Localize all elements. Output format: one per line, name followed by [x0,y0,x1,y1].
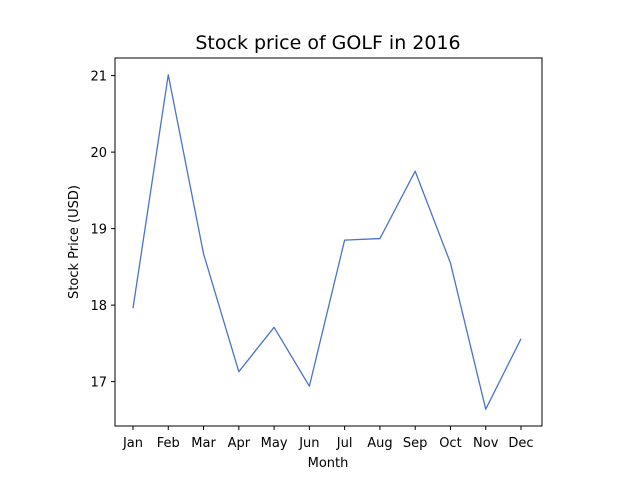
y-tick-label: 20 [90,146,107,161]
x-tick-label: Dec [508,436,533,451]
x-axis-label: Month [308,456,349,471]
y-tick-label: 17 [90,376,107,391]
x-tick-label: Jan [122,436,143,451]
x-tick-label: Aug [367,436,392,451]
y-tick-label: 18 [90,299,107,314]
x-tick-label: Jul [336,436,353,451]
plot-area [114,57,543,427]
x-tick-label: Oct [439,436,461,451]
x-tick-label: Feb [157,436,180,451]
x-axis: Jan Feb Mar Apr May Jun Jul Aug Sep Oct Nov Dec [122,426,534,451]
x-tick-label: Apr [228,436,251,451]
y-axis: 17 18 19 20 21 [90,70,115,391]
x-tick-label: Mar [191,436,216,451]
plot-frame [114,57,543,427]
y-axis-label: Stock Price (USD) [67,185,82,299]
x-tick-label: Nov [473,436,499,451]
series-line [132,74,522,410]
y-tick-label: 19 [90,223,107,238]
chart-title: Stock price of GOLF in 2016 [195,32,460,54]
series-layer [132,74,522,410]
x-tick-label: Jun [298,436,319,451]
x-tick-label: Sep [403,436,428,451]
y-tick-label: 21 [90,70,107,85]
x-tick-label: May [261,436,288,451]
